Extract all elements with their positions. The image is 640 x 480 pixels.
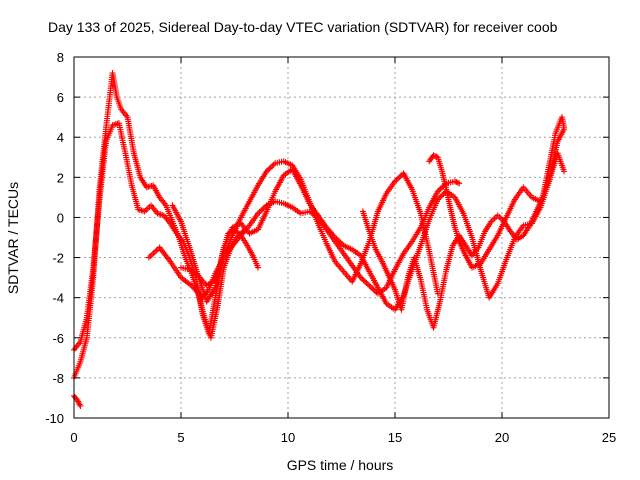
- data-point-marker: [260, 205, 267, 212]
- data-point-marker: [364, 281, 371, 288]
- series-track-g: [359, 114, 568, 331]
- data-point-marker: [393, 177, 400, 184]
- y-tick-label: -4: [52, 291, 64, 306]
- data-point-marker: [453, 179, 460, 186]
- y-tick-label: 8: [57, 50, 64, 65]
- data-point-marker: [367, 283, 374, 290]
- data-point-marker: [369, 285, 376, 292]
- y-tick-label: 4: [57, 130, 64, 145]
- series-track-e: [178, 158, 441, 297]
- axis-ticks: [73, 56, 610, 419]
- y-tick-label: 6: [57, 90, 64, 105]
- y-tick-labels: -10 -8 -6 -4 -2 0 2 4 6 8: [45, 50, 64, 426]
- y-tick-label: -8: [52, 371, 64, 386]
- data-point-marker: [256, 209, 263, 216]
- data-point-marker: [257, 207, 264, 214]
- data-point-marker: [148, 251, 155, 258]
- data-point-marker: [436, 187, 443, 194]
- data-point-marker: [269, 162, 276, 169]
- data-point-marker: [255, 264, 262, 271]
- chart-title: Day 133 of 2025, Sidereal Day-to-day VTE…: [48, 19, 558, 35]
- data-point-marker: [370, 286, 377, 293]
- data-point-marker: [440, 191, 447, 198]
- x-tick-label: 5: [177, 430, 184, 445]
- data-point-marker: [147, 253, 154, 260]
- data-point-marker: [437, 193, 444, 200]
- data-point-marker: [394, 175, 401, 182]
- data-point-marker: [430, 152, 437, 159]
- data-point-marker: [263, 168, 270, 175]
- data-point-marker: [267, 164, 274, 171]
- series-track-h: [426, 126, 568, 271]
- data-point-marker: [77, 402, 84, 409]
- x-tick-label: 0: [70, 430, 77, 445]
- plot-frame: [73, 56, 610, 419]
- x-tick-label: 20: [495, 430, 509, 445]
- data-point-marker: [362, 278, 369, 285]
- data-point-marker: [434, 196, 441, 203]
- data-point-marker: [360, 277, 367, 284]
- data-point-marker: [561, 168, 568, 175]
- x-tick-label: 10: [281, 430, 295, 445]
- data-point-marker: [152, 248, 159, 255]
- y-tick-label: -2: [52, 251, 64, 266]
- data-point-marker: [150, 250, 157, 257]
- x-tick-labels: 0 5 10 15 20 25: [70, 430, 616, 445]
- data-point-marker: [396, 174, 403, 181]
- data-point-marker: [366, 282, 373, 289]
- data-point-marker: [332, 234, 339, 241]
- data-point-marker: [334, 237, 341, 244]
- data-point-marker: [265, 166, 272, 173]
- data-point-marker: [439, 192, 446, 199]
- data-point-marker: [333, 235, 340, 242]
- data-point-marker: [266, 165, 273, 172]
- data-point-marker: [434, 188, 441, 195]
- y-tick-label: -10: [45, 411, 64, 426]
- data-point-marker: [359, 275, 366, 282]
- data-point-marker: [436, 195, 443, 202]
- data-point-marker: [337, 239, 344, 246]
- data-point-marker: [392, 178, 398, 185]
- y-tick-label: 2: [57, 170, 64, 185]
- data-point-marker: [153, 247, 160, 254]
- data-point-marker: [431, 152, 438, 159]
- data-point-marker: [259, 206, 266, 213]
- data-point-marker: [270, 161, 277, 168]
- data-point-marker: [561, 126, 568, 133]
- plot-series: [71, 70, 568, 409]
- data-point-marker: [397, 172, 404, 179]
- y-axis-label: SDTVAR / TECUs: [5, 182, 21, 294]
- y-tick-label: 0: [57, 210, 64, 225]
- x-tick-label: 15: [388, 430, 402, 445]
- x-tick-label: 25: [602, 430, 616, 445]
- x-axis-label: GPS time / hours: [287, 457, 394, 473]
- series-track-b: [71, 70, 249, 381]
- data-point-marker: [255, 210, 262, 217]
- data-point-marker: [357, 274, 364, 281]
- data-point-marker: [451, 178, 458, 185]
- data-point-marker: [336, 238, 343, 245]
- data-point-marker: [145, 254, 152, 261]
- data-point-marker: [437, 185, 444, 192]
- data-point-marker: [454, 179, 461, 186]
- series-track-c: [71, 392, 84, 409]
- data-point-marker: [363, 279, 370, 286]
- y-tick-label: -6: [52, 331, 64, 346]
- data-point-marker: [456, 180, 463, 187]
- data-point-marker: [339, 241, 346, 248]
- grid-lines: [74, 57, 609, 418]
